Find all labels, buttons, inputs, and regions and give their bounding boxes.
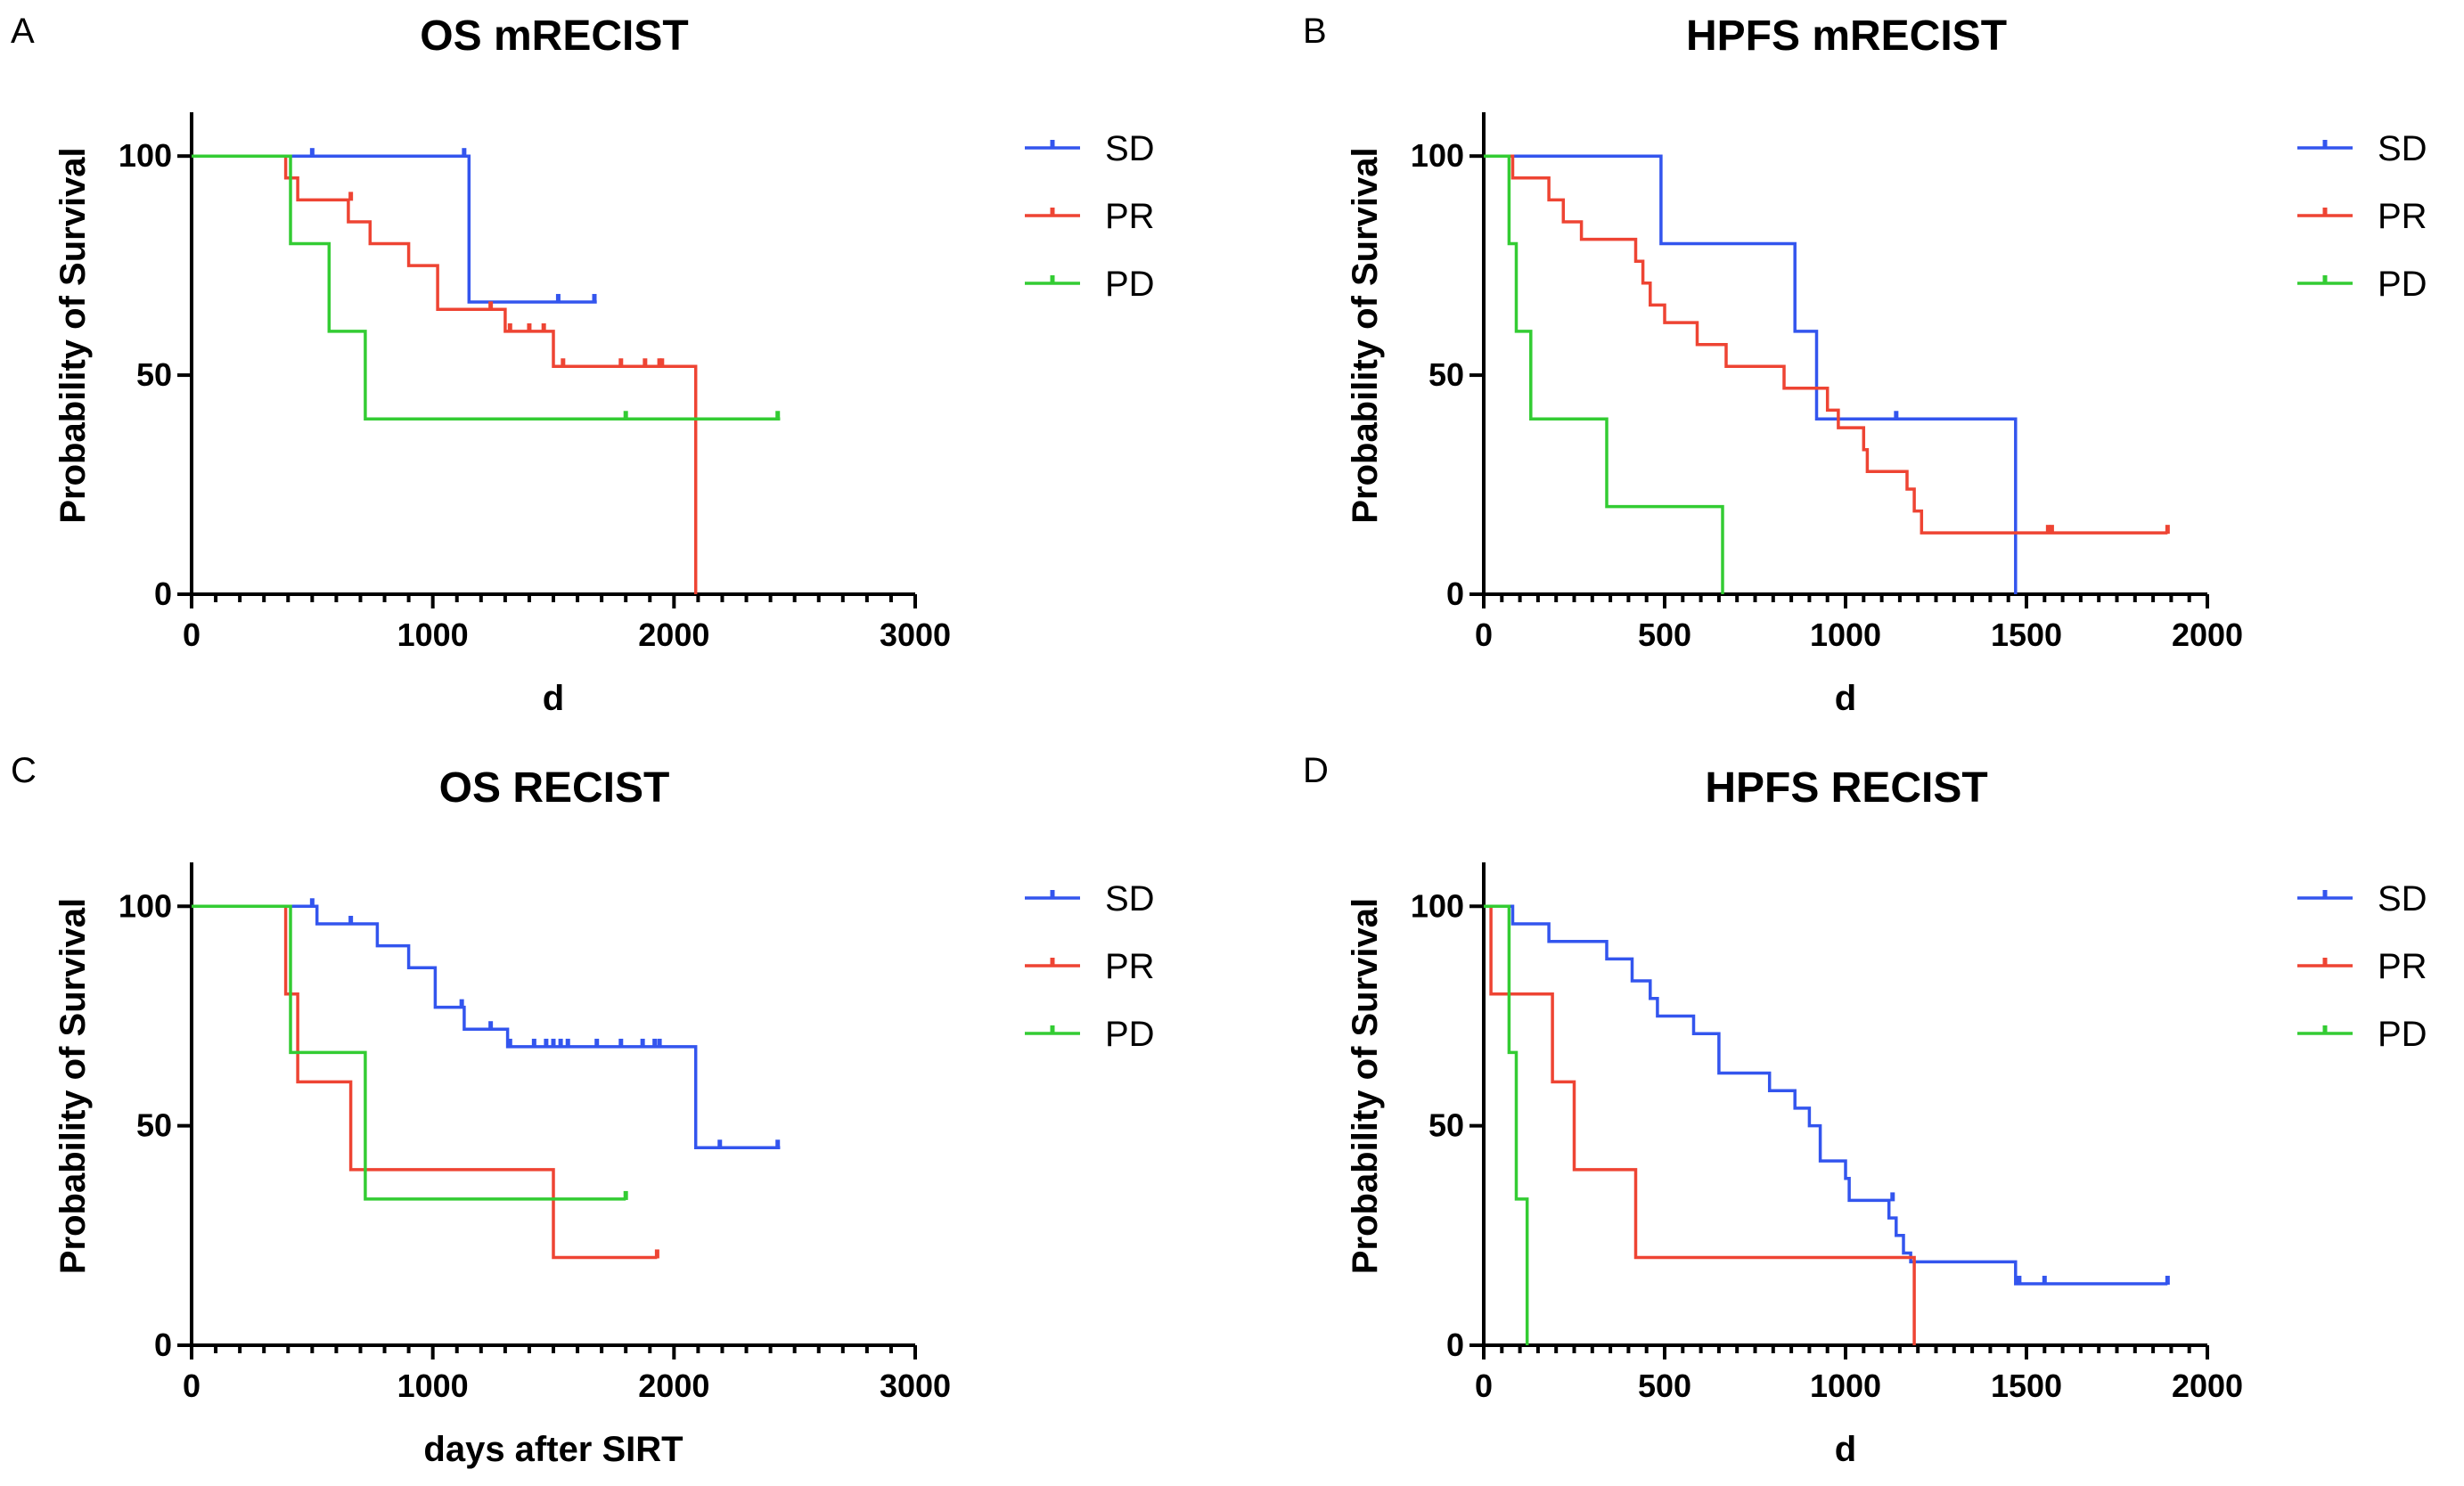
- chart-title: HPFS mRECIST: [1686, 12, 2007, 60]
- series-sd-curve: [192, 154, 597, 304]
- chart-title: OS mRECIST: [420, 12, 688, 60]
- legend-label-sd: SD: [1105, 129, 1155, 168]
- chart-title: HPFS RECIST: [1705, 764, 1987, 812]
- x-tick-label: 0: [1475, 616, 1493, 653]
- y-tick-label: 100: [119, 137, 172, 174]
- chart-title: OS RECIST: [439, 764, 670, 812]
- x-tick-label: 0: [183, 616, 201, 653]
- legend-label-pd: PD: [1105, 265, 1155, 304]
- y-tick-label: 50: [136, 356, 172, 393]
- series-sd-curve: [1484, 904, 2168, 1286]
- series-pd-curve: [192, 904, 626, 1201]
- y-tick-label: 100: [1411, 887, 1464, 924]
- series-sd-curve: [192, 904, 781, 1150]
- series-pd-curve: [192, 154, 781, 421]
- panel-letter: B: [1303, 12, 1327, 51]
- legend-label-pr: PR: [1105, 947, 1155, 986]
- legend-label-pd: PD: [1105, 1015, 1155, 1054]
- legend-label-sd: SD: [2378, 879, 2427, 919]
- x-tick-label: 1500: [1991, 616, 2062, 653]
- x-tick-label: 2000: [2172, 616, 2243, 653]
- x-axis-label: d: [1835, 1430, 1856, 1469]
- y-tick-label: 100: [119, 887, 172, 924]
- x-tick-label: 500: [1638, 616, 1691, 653]
- y-axis-label: Probability of Survival: [53, 147, 93, 523]
- series-pr-curve: [1484, 904, 1916, 1345]
- x-tick-label: 1000: [397, 1368, 469, 1404]
- x-axis-label: d: [1835, 679, 1856, 718]
- series-sd-curve: [1484, 154, 2018, 594]
- x-tick-label: 500: [1638, 1368, 1691, 1404]
- x-tick-label: 1000: [397, 616, 469, 653]
- x-tick-label: 1000: [1810, 1368, 1881, 1404]
- series-pd-curve: [1484, 904, 1529, 1345]
- legend-label-sd: SD: [1105, 879, 1155, 919]
- x-axis-label: days after SIRT: [423, 1430, 683, 1469]
- x-tick-label: 3000: [880, 1368, 951, 1404]
- panel-letter: C: [11, 751, 37, 790]
- x-tick-label: 1500: [1991, 1368, 2062, 1404]
- y-tick-label: 0: [1446, 1327, 1464, 1363]
- legend-label-sd: SD: [2378, 129, 2427, 168]
- y-tick-label: 100: [1411, 137, 1464, 174]
- series-pr-curve: [1484, 154, 2168, 535]
- panel-letter: D: [1303, 751, 1329, 790]
- legend-label-pr: PR: [2378, 197, 2427, 236]
- y-axis-label: Probability of Survival: [1346, 898, 1385, 1274]
- x-tick-label: 2000: [638, 1368, 709, 1404]
- x-tick-label: 0: [1475, 1368, 1493, 1404]
- series-pr-curve: [192, 154, 698, 594]
- y-tick-label: 50: [1428, 1107, 1464, 1144]
- legend-label-pd: PD: [2378, 265, 2427, 304]
- x-tick-label: 2000: [638, 616, 709, 653]
- series-pd-curve: [1484, 154, 1724, 594]
- x-axis-label: d: [543, 679, 564, 718]
- y-axis-label: Probability of Survival: [1346, 147, 1385, 523]
- x-tick-label: 1000: [1810, 616, 1881, 653]
- panel-letter: A: [11, 12, 35, 51]
- y-tick-label: 50: [1428, 356, 1464, 393]
- legend-label-pr: PR: [1105, 197, 1155, 236]
- y-tick-label: 0: [154, 576, 172, 612]
- x-tick-label: 3000: [880, 616, 951, 653]
- y-tick-label: 50: [136, 1107, 172, 1144]
- legend-label-pd: PD: [2378, 1015, 2427, 1054]
- series-pr-curve: [192, 904, 658, 1260]
- x-tick-label: 0: [183, 1368, 201, 1404]
- x-tick-label: 2000: [2172, 1368, 2243, 1404]
- y-tick-label: 0: [154, 1327, 172, 1363]
- legend-label-pr: PR: [2378, 947, 2427, 986]
- y-tick-label: 0: [1446, 576, 1464, 612]
- y-axis-label: Probability of Survival: [53, 898, 93, 1274]
